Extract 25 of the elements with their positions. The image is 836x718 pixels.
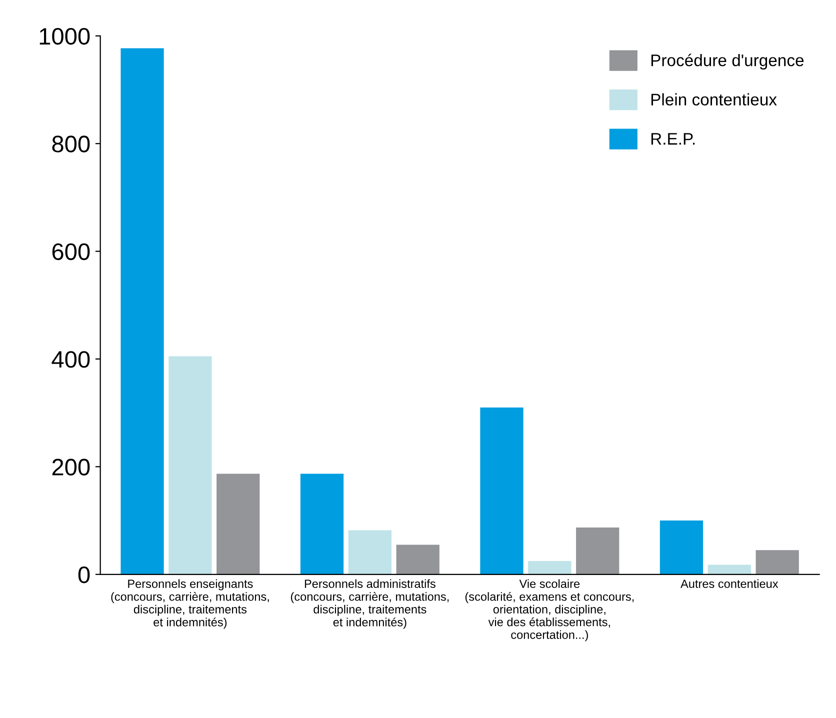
y-tick-label: 800 — [52, 136, 90, 152]
y-tick-label: 0 — [78, 566, 90, 584]
bar — [300, 474, 344, 574]
bar — [480, 407, 524, 574]
bar — [120, 48, 164, 574]
y-tick-label: 1000 — [40, 28, 90, 45]
y-tick-label: 200 — [52, 458, 90, 476]
legend-label: Procédure d'urgence — [651, 54, 804, 70]
bar — [708, 564, 751, 574]
bar — [348, 530, 392, 574]
y-tick-label: 600 — [52, 243, 90, 260]
bar — [168, 356, 212, 574]
x-tick-label: Autres contentieux — [680, 579, 778, 588]
legend-label: Plein contentieux — [651, 93, 777, 106]
bar — [216, 474, 260, 574]
x-tick-label: Vie scolaire (scolarité, examens et concours, orientation, discipline, vie des établissements, concertation...) — [465, 579, 634, 642]
bar — [660, 520, 704, 574]
bar — [528, 560, 572, 574]
x-tick-label: Personnels enseignants (concours, carrière, mutations, discipline, traitements et indemnités) — [111, 579, 269, 629]
legend-label: R.E.P. — [651, 133, 695, 145]
bar — [396, 544, 440, 574]
bar — [576, 528, 620, 574]
bar — [756, 550, 799, 574]
x-tick-label: Personnels administratifs (concours, carrière, mutations, discipline, traitements et indemnités) — [290, 579, 449, 629]
y-tick-label: 400 — [52, 351, 90, 368]
